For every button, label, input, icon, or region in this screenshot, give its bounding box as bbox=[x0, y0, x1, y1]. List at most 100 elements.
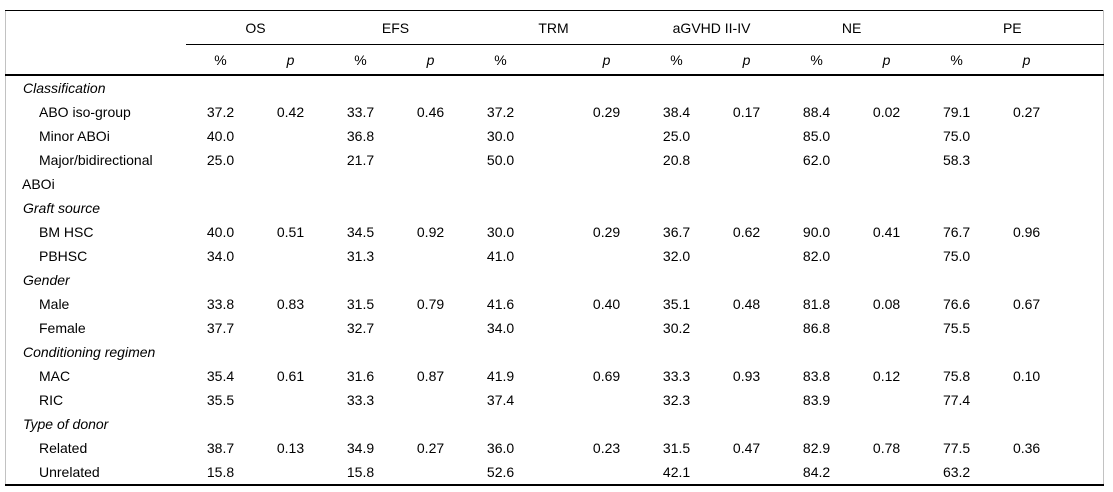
value-cell bbox=[992, 340, 1062, 364]
value-cell bbox=[992, 148, 1062, 172]
row-label: Related bbox=[39, 440, 88, 456]
value-cell bbox=[922, 412, 992, 436]
spacer-cell bbox=[536, 292, 572, 316]
value-cell bbox=[326, 268, 396, 292]
value-cell bbox=[992, 196, 1062, 220]
value-cell: 15.8 bbox=[346, 464, 375, 480]
table-row: Female 37.7 32.7 34.0 30.2 86.8 75.5 bbox=[6, 316, 1104, 340]
value-cell: 37.4 bbox=[486, 392, 515, 408]
corner-cell bbox=[6, 11, 186, 45]
value-cell: 0.96 bbox=[1012, 224, 1041, 240]
spacer-cell bbox=[1062, 412, 1104, 436]
table-row: MAC 35.4 0.61 31.6 0.87 41.9 0.69 33.3 0.93 83.8 0… bbox=[6, 364, 1104, 388]
value-cell bbox=[186, 412, 256, 436]
value-cell bbox=[852, 148, 922, 172]
row-label: Classification bbox=[23, 80, 106, 96]
value-cell: 40.0 bbox=[206, 224, 235, 240]
row-label: Type of donor bbox=[23, 416, 109, 432]
value-cell: 86.8 bbox=[802, 320, 831, 336]
value-cell bbox=[572, 75, 642, 100]
value-cell bbox=[642, 412, 712, 436]
value-cell bbox=[256, 75, 326, 100]
trm-percent-header: % bbox=[465, 44, 536, 76]
value-cell bbox=[186, 340, 256, 364]
value-cell: 90.0 bbox=[802, 224, 831, 240]
value-cell: 52.6 bbox=[486, 464, 515, 480]
value-cell bbox=[466, 75, 536, 100]
group-header-ne: NE bbox=[781, 10, 922, 45]
value-cell: 77.5 bbox=[942, 440, 971, 456]
value-cell bbox=[466, 268, 536, 292]
value-cell: 0.02 bbox=[872, 104, 901, 120]
value-cell: 41.9 bbox=[486, 368, 515, 384]
table-row: BM HSC 40.0 0.51 34.5 0.92 30.0 0.29 36.7 0.62 90… bbox=[6, 220, 1104, 244]
value-cell bbox=[186, 172, 256, 196]
value-cell bbox=[256, 244, 326, 268]
value-cell: 76.7 bbox=[942, 224, 971, 240]
spacer-cell bbox=[536, 340, 572, 364]
value-cell bbox=[642, 172, 712, 196]
value-cell bbox=[572, 196, 642, 220]
value-cell bbox=[256, 412, 326, 436]
value-cell bbox=[852, 460, 922, 485]
value-cell: 0.46 bbox=[416, 104, 445, 120]
spacer-cell bbox=[1062, 100, 1104, 124]
value-cell: 38.4 bbox=[662, 104, 691, 120]
value-cell: 0.83 bbox=[276, 296, 305, 312]
value-cell: 40.0 bbox=[206, 128, 235, 144]
group-header-os: OS bbox=[185, 10, 326, 45]
spacer-cell bbox=[536, 196, 572, 220]
value-cell bbox=[642, 75, 712, 100]
value-cell bbox=[256, 124, 326, 148]
value-cell: 15.8 bbox=[206, 464, 235, 480]
table-row: PBHSC 34.0 31.3 41.0 32.0 82.0 75.0 bbox=[6, 244, 1104, 268]
value-cell bbox=[572, 388, 642, 412]
value-cell: 0.17 bbox=[732, 104, 761, 120]
value-cell: 30.0 bbox=[486, 224, 515, 240]
row-label: BM HSC bbox=[39, 224, 94, 240]
value-cell: 0.40 bbox=[592, 296, 621, 312]
value-cell bbox=[256, 340, 326, 364]
value-cell bbox=[642, 340, 712, 364]
spacer-cell bbox=[1062, 220, 1104, 244]
group-header-trm: TRM bbox=[465, 10, 642, 45]
value-cell: 82.0 bbox=[802, 248, 831, 264]
value-cell bbox=[852, 340, 922, 364]
value-cell bbox=[922, 75, 992, 100]
pe-percent-header: % bbox=[921, 44, 992, 76]
table-row: RIC 35.5 33.3 37.4 32.3 83.9 77.4 bbox=[6, 388, 1104, 412]
row-label: MAC bbox=[39, 368, 71, 384]
value-cell: 58.3 bbox=[942, 152, 971, 168]
group-header-pe: PE bbox=[921, 10, 1104, 45]
value-cell bbox=[992, 316, 1062, 340]
value-cell: 0.87 bbox=[416, 368, 445, 384]
spacer-cell bbox=[1062, 196, 1104, 220]
agvhd-percent-header: % bbox=[641, 44, 712, 76]
value-cell bbox=[256, 148, 326, 172]
row-label: Male bbox=[39, 296, 70, 312]
value-cell bbox=[922, 268, 992, 292]
row-label: PBHSC bbox=[39, 248, 88, 264]
value-cell bbox=[396, 268, 466, 292]
value-cell bbox=[712, 75, 782, 100]
value-cell: 41.6 bbox=[486, 296, 515, 312]
spacer-cell bbox=[536, 460, 572, 485]
spacer-cell bbox=[536, 220, 572, 244]
section-header-row: Gender bbox=[6, 268, 1104, 292]
value-cell: 34.5 bbox=[346, 224, 375, 240]
value-cell: 42.1 bbox=[662, 464, 691, 480]
value-cell: 75.0 bbox=[942, 128, 971, 144]
value-cell bbox=[922, 340, 992, 364]
value-cell bbox=[572, 244, 642, 268]
value-cell: 63.2 bbox=[942, 464, 971, 480]
efs-percent-header: % bbox=[325, 44, 396, 76]
value-cell: 33.3 bbox=[662, 368, 691, 384]
value-cell: 31.5 bbox=[662, 440, 691, 456]
value-cell bbox=[396, 75, 466, 100]
spacer-cell bbox=[1061, 44, 1104, 76]
value-cell: 32.0 bbox=[662, 248, 691, 264]
value-cell: 41.0 bbox=[486, 248, 515, 264]
value-cell bbox=[852, 124, 922, 148]
spacer-cell bbox=[536, 244, 572, 268]
section-header-row: Conditioning regimen bbox=[6, 340, 1104, 364]
